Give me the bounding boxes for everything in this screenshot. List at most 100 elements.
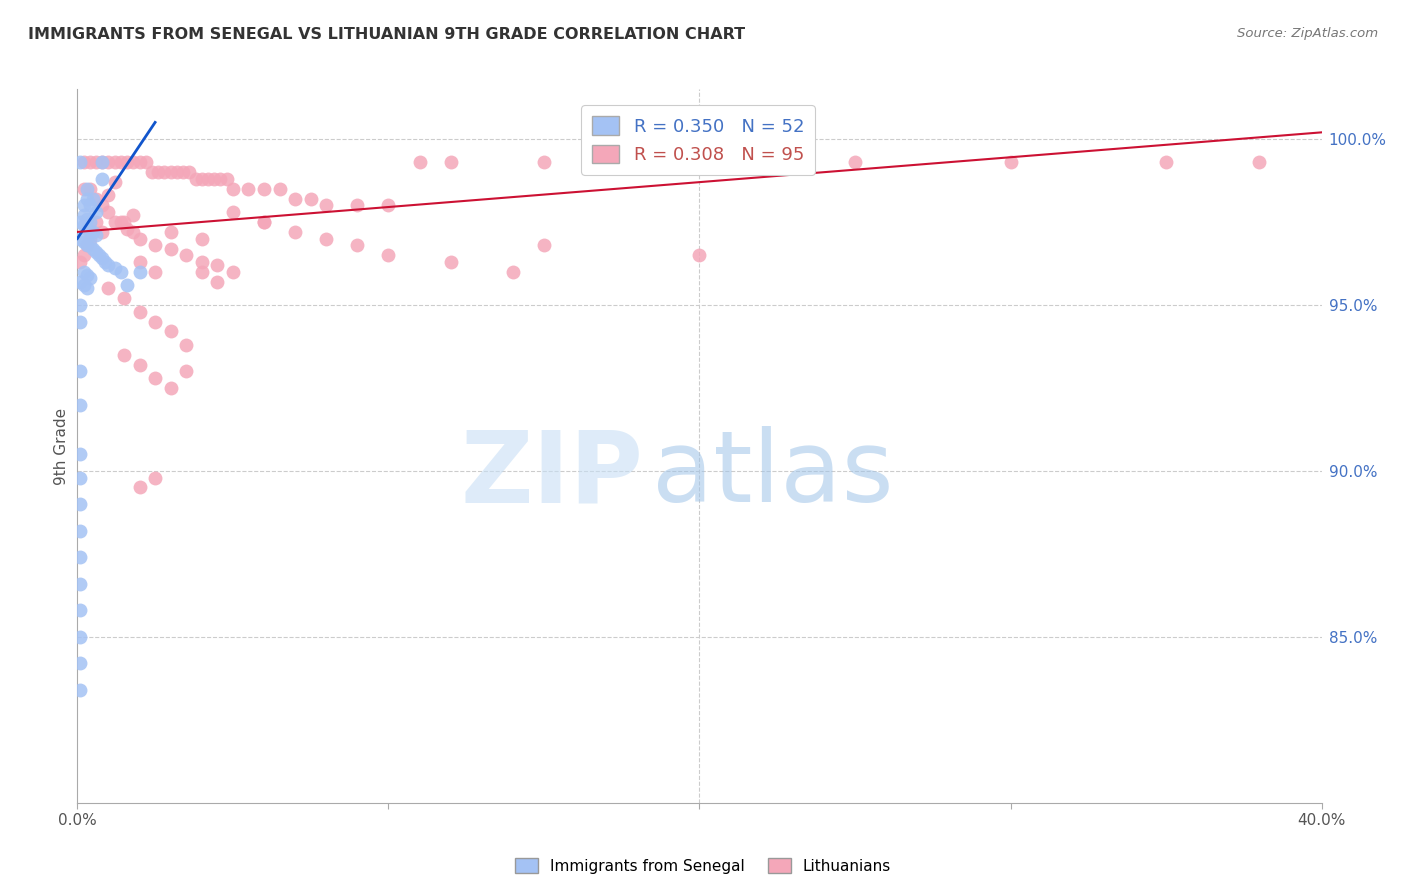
Point: [202, 171, 225, 186]
Point: [166, 165, 188, 179]
Point: [97, 188, 120, 202]
Point: [184, 171, 207, 186]
Point: [122, 155, 145, 169]
Point: [172, 165, 194, 179]
Point: [159, 225, 181, 239]
Point: [91, 252, 114, 266]
Point: [174, 248, 197, 262]
Point: [69, 550, 91, 565]
Point: [79, 225, 101, 239]
Point: [72, 248, 94, 262]
Point: [69, 470, 91, 484]
Point: [82, 242, 104, 256]
Point: [112, 291, 135, 305]
Point: [346, 238, 368, 252]
Point: [159, 242, 181, 256]
Point: [191, 265, 214, 279]
Point: [253, 182, 276, 196]
Point: [76, 221, 98, 235]
Point: [346, 198, 368, 212]
Point: [76, 268, 98, 282]
Point: [315, 231, 337, 245]
Point: [69, 682, 91, 697]
Point: [69, 215, 91, 229]
Point: [97, 155, 120, 169]
Point: [91, 155, 114, 169]
Point: [110, 215, 132, 229]
Point: [84, 192, 107, 206]
Point: [76, 238, 98, 252]
Point: [87, 248, 110, 262]
Point: [79, 198, 101, 212]
Point: [174, 338, 197, 352]
Point: [197, 171, 219, 186]
Point: [408, 155, 430, 169]
Text: atlas: atlas: [652, 426, 894, 523]
Point: [76, 192, 98, 206]
Point: [174, 364, 197, 378]
Point: [689, 248, 711, 262]
Point: [122, 225, 145, 239]
Point: [76, 182, 98, 196]
Point: [79, 182, 101, 196]
Point: [533, 155, 555, 169]
Point: [128, 231, 150, 245]
Point: [110, 265, 132, 279]
Point: [72, 278, 94, 293]
Point: [143, 265, 166, 279]
Point: [238, 182, 260, 196]
Point: [377, 198, 399, 212]
Point: [689, 155, 711, 169]
Point: [269, 182, 291, 196]
Point: [191, 254, 214, 268]
Point: [315, 198, 337, 212]
Legend: Immigrants from Senegal, Lithuanians: Immigrants from Senegal, Lithuanians: [509, 852, 897, 880]
Point: [112, 348, 135, 362]
Point: [72, 198, 94, 212]
Point: [128, 358, 150, 372]
Point: [128, 304, 150, 318]
Point: [1154, 155, 1177, 169]
Point: [215, 171, 238, 186]
Point: [94, 254, 117, 268]
Point: [69, 497, 91, 511]
Point: [84, 244, 107, 259]
Point: [69, 314, 91, 328]
Point: [253, 215, 276, 229]
Point: [143, 470, 166, 484]
Point: [79, 231, 101, 245]
Point: [284, 192, 307, 206]
Point: [844, 155, 866, 169]
Point: [209, 171, 232, 186]
Point: [79, 271, 101, 285]
Point: [104, 261, 127, 276]
Point: [191, 171, 214, 186]
Point: [69, 657, 91, 671]
Point: [104, 155, 127, 169]
Point: [1000, 155, 1022, 169]
Point: [84, 205, 107, 219]
Point: [148, 165, 170, 179]
Point: [69, 397, 91, 411]
Point: [440, 254, 463, 268]
Point: [91, 155, 114, 169]
Point: [72, 219, 94, 233]
Point: [115, 278, 138, 293]
Point: [128, 254, 150, 268]
Text: IMMIGRANTS FROM SENEGAL VS LITHUANIAN 9TH GRADE CORRELATION CHART: IMMIGRANTS FROM SENEGAL VS LITHUANIAN 9T…: [28, 27, 745, 42]
Point: [76, 211, 98, 226]
Point: [84, 155, 107, 169]
Point: [191, 231, 214, 245]
Point: [69, 603, 91, 617]
Point: [135, 155, 157, 169]
Point: [299, 192, 322, 206]
Point: [69, 275, 91, 289]
Point: [84, 228, 107, 243]
Point: [82, 225, 104, 239]
Point: [153, 165, 176, 179]
Point: [79, 215, 101, 229]
Point: [97, 258, 120, 272]
Point: [69, 298, 91, 312]
Point: [104, 215, 127, 229]
Point: [72, 182, 94, 196]
